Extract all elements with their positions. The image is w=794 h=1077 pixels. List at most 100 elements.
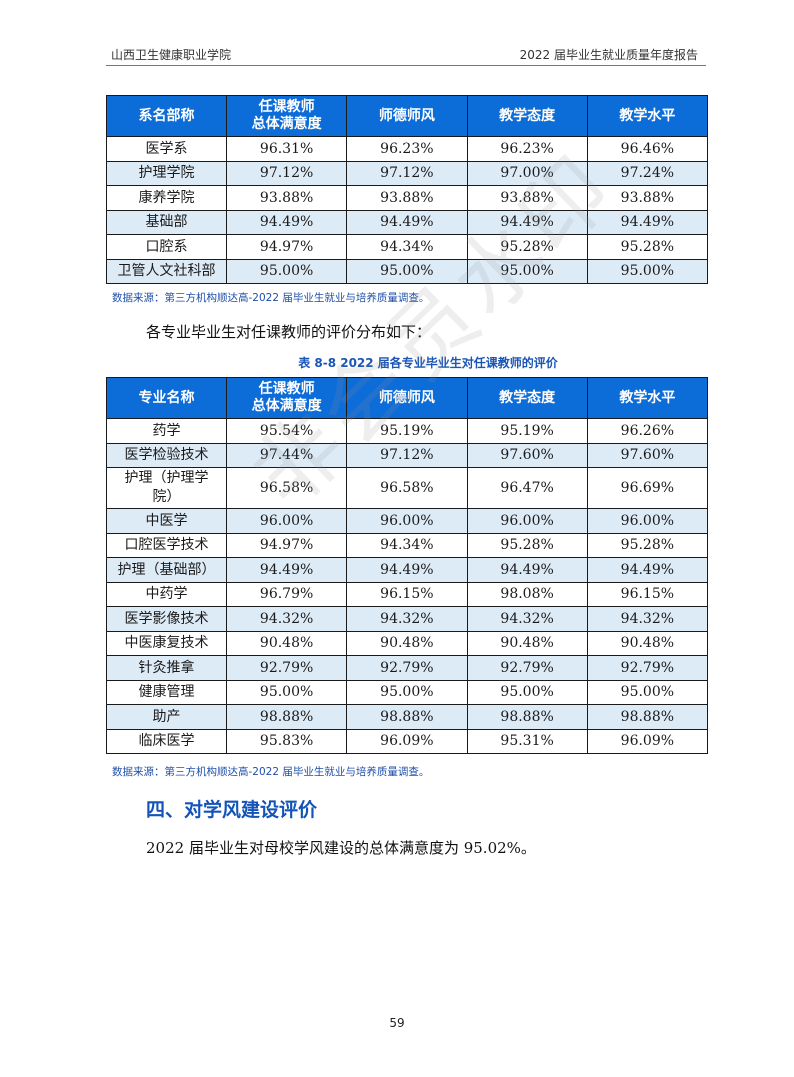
value-cell: 95.00% bbox=[225, 258, 348, 284]
table-row: 健康管理 95.00% 95.00% 95.00% 95.00% bbox=[106, 679, 709, 705]
row-label-cell: 中药学 bbox=[106, 581, 227, 607]
row-label-cell: 护理（基础部） bbox=[106, 557, 227, 583]
row-label-cell: 助产 bbox=[106, 704, 227, 730]
value-cell: 94.49% bbox=[586, 209, 709, 235]
row-label-cell: 护理（护理学 院） bbox=[106, 467, 227, 509]
table-row: 医学系 96.31% 96.23% 96.23% 96.46% bbox=[106, 136, 709, 162]
value-cell: 96.00% bbox=[586, 508, 709, 534]
value-cell: 96.58% bbox=[346, 467, 468, 509]
value-cell: 96.15% bbox=[586, 581, 709, 607]
row-label-cell: 医学影像技术 bbox=[106, 606, 227, 632]
row-label-cell: 药学 bbox=[106, 418, 227, 444]
value-cell: 90.48% bbox=[225, 630, 348, 656]
value-cell: 94.34% bbox=[346, 234, 468, 260]
row-label-cell: 中医康复技术 bbox=[106, 630, 227, 656]
value-cell: 97.24% bbox=[586, 160, 709, 186]
table-row: 药学 95.54% 95.19% 95.19% 96.26% bbox=[106, 418, 709, 444]
row-label-cell: 健康管理 bbox=[106, 679, 227, 705]
table-row: 基础部 94.49% 94.49% 94.49% 94.49% bbox=[106, 209, 709, 235]
value-cell: 95.00% bbox=[346, 258, 468, 284]
section-paragraph: 2022 届毕业生对母校学风建设的总体满意度为 95.02%。 bbox=[146, 839, 536, 857]
column-header: 教学态度 bbox=[466, 377, 588, 419]
value-cell: 90.48% bbox=[346, 630, 468, 656]
row-label-cell: 中医学 bbox=[106, 508, 227, 534]
column-header: 任课教师 总体满意度 bbox=[225, 95, 348, 137]
value-cell: 95.28% bbox=[586, 234, 709, 260]
value-cell: 94.49% bbox=[466, 557, 588, 583]
row-label-cell: 口腔医学技术 bbox=[106, 532, 227, 558]
column-header: 教学水平 bbox=[586, 377, 709, 419]
value-cell: 96.46% bbox=[586, 136, 709, 162]
table2-caption: 表 8-8 2022 届各专业毕业生对任课教师的评价 bbox=[0, 354, 794, 371]
value-cell: 96.15% bbox=[346, 581, 468, 607]
row-label-cell: 康养学院 bbox=[106, 185, 227, 211]
value-cell: 95.28% bbox=[466, 234, 588, 260]
value-cell: 96.23% bbox=[346, 136, 468, 162]
value-cell: 92.79% bbox=[225, 655, 348, 681]
table-row: 医学影像技术 94.32% 94.32% 94.32% 94.32% bbox=[106, 606, 709, 632]
value-cell: 95.00% bbox=[466, 258, 588, 284]
table-row: 中医康复技术 90.48% 90.48% 90.48% 90.48% bbox=[106, 630, 709, 656]
value-cell: 97.00% bbox=[466, 160, 588, 186]
table1-source-note: 数据来源：第三方机构顺达高-2022 届毕业生就业与培养质量调查。 bbox=[112, 292, 430, 304]
value-cell: 97.60% bbox=[466, 442, 588, 468]
table-header-row: 专业名称 任课教师 总体满意度 师德师风 教学态度 教学水平 bbox=[106, 377, 709, 419]
value-cell: 98.08% bbox=[466, 581, 588, 607]
value-cell: 92.79% bbox=[586, 655, 709, 681]
value-cell: 95.00% bbox=[586, 258, 709, 284]
table-row: 助产 98.88% 98.88% 98.88% 98.88% bbox=[106, 704, 709, 730]
value-cell: 96.00% bbox=[466, 508, 588, 534]
value-cell: 96.00% bbox=[346, 508, 468, 534]
value-cell: 95.31% bbox=[466, 728, 588, 754]
value-cell: 94.32% bbox=[225, 606, 348, 632]
table2-caption-text: 表 8-8 2022 届各专业毕业生对任课教师的评价 bbox=[298, 356, 558, 370]
value-cell: 94.49% bbox=[346, 557, 468, 583]
table-row: 康养学院 93.88% 93.88% 93.88% 93.88% bbox=[106, 185, 709, 211]
value-cell: 97.44% bbox=[225, 442, 348, 468]
value-cell: 95.19% bbox=[346, 418, 468, 444]
table-row: 针灸推拿 92.79% 92.79% 92.79% 92.79% bbox=[106, 655, 709, 681]
value-cell: 94.49% bbox=[466, 209, 588, 235]
column-header: 系名部称 bbox=[106, 95, 227, 137]
table-row: 口腔医学技术 94.97% 94.34% 95.28% 95.28% bbox=[106, 532, 709, 558]
column-header: 教学态度 bbox=[466, 95, 588, 137]
value-cell: 95.54% bbox=[225, 418, 348, 444]
value-cell: 92.79% bbox=[346, 655, 468, 681]
row-label-cell: 医学检验技术 bbox=[106, 442, 227, 468]
table-row: 临床医学 95.83% 96.09% 95.31% 96.09% bbox=[106, 728, 709, 754]
table-row: 护理（基础部） 94.49% 94.49% 94.49% 94.49% bbox=[106, 557, 709, 583]
value-cell: 96.31% bbox=[225, 136, 348, 162]
row-label-cell: 针灸推拿 bbox=[106, 655, 227, 681]
value-cell: 93.88% bbox=[346, 185, 468, 211]
table-row: 医学检验技术 97.44% 97.12% 97.60% 97.60% bbox=[106, 442, 709, 468]
value-cell: 98.88% bbox=[346, 704, 468, 730]
value-cell: 95.83% bbox=[225, 728, 348, 754]
value-cell: 97.60% bbox=[586, 442, 709, 468]
value-cell: 98.88% bbox=[225, 704, 348, 730]
table-row: 护理（护理学 院） 96.58% 96.58% 96.47% 96.69% bbox=[106, 467, 709, 509]
row-label-cell: 护理学院 bbox=[106, 160, 227, 186]
column-header: 师德师风 bbox=[346, 95, 468, 137]
table-row: 卫管人文社科部 95.00% 95.00% 95.00% 95.00% bbox=[106, 258, 709, 284]
intro-paragraph: 各专业毕业生对任课教师的评价分布如下： bbox=[146, 323, 432, 341]
value-cell: 94.49% bbox=[225, 557, 348, 583]
column-header: 任课教师 总体满意度 bbox=[225, 377, 348, 419]
value-cell: 96.79% bbox=[225, 581, 348, 607]
value-cell: 98.88% bbox=[466, 704, 588, 730]
page-number: 59 bbox=[389, 1016, 405, 1030]
value-cell: 94.49% bbox=[225, 209, 348, 235]
value-cell: 97.12% bbox=[346, 160, 468, 186]
value-cell: 95.00% bbox=[466, 679, 588, 705]
value-cell: 94.49% bbox=[346, 209, 468, 235]
value-cell: 90.48% bbox=[466, 630, 588, 656]
column-header: 师德师风 bbox=[346, 377, 468, 419]
row-label-cell: 医学系 bbox=[106, 136, 227, 162]
header-right: 2022 届毕业生就业质量年度报告 bbox=[519, 48, 698, 62]
value-cell: 96.00% bbox=[225, 508, 348, 534]
value-cell: 96.09% bbox=[346, 728, 468, 754]
value-cell: 96.23% bbox=[466, 136, 588, 162]
value-cell: 94.34% bbox=[346, 532, 468, 558]
table2-source-note: 数据来源：第三方机构顺达高-2022 届毕业生就业与培养质量调查。 bbox=[112, 766, 430, 778]
value-cell: 94.97% bbox=[225, 532, 348, 558]
value-cell: 96.26% bbox=[586, 418, 709, 444]
